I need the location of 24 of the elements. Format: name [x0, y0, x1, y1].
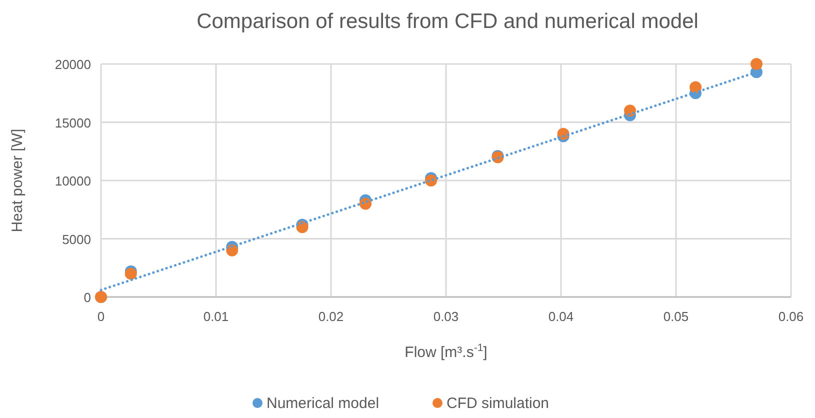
point	[296, 221, 308, 234]
chart-title: Comparison of results from CFD and numerical model	[196, 10, 698, 33]
x-axis-title: Flow [m³.s$^{-1}$]	[404, 342, 488, 361]
x-tick-label: 0.01	[203, 309, 229, 324]
x-tick-label: 0.02	[318, 309, 344, 324]
point	[624, 104, 636, 117]
x-tick-label: 0.04	[548, 309, 574, 324]
x-tick-label: 0.06	[778, 309, 804, 324]
y-tick-label: 20000	[54, 57, 91, 72]
x-tick-label: 0.03	[433, 309, 459, 324]
y-tick-label: 0	[84, 290, 91, 305]
point	[360, 198, 372, 210]
y-tick-label: 5000	[62, 232, 91, 247]
legend-label: CFD simulation	[446, 395, 550, 412]
x-tick-label: 0.05	[663, 309, 689, 324]
y-tick-label: 10000	[54, 174, 91, 188]
y-tick-label: 15000	[54, 115, 91, 130]
legend-label: Numerical model	[266, 395, 380, 412]
point	[124, 268, 137, 280]
point	[226, 244, 238, 256]
y-axis-title: Heat power [W]	[9, 128, 26, 232]
point	[690, 81, 702, 94]
point	[750, 58, 762, 70]
x-tick-label: 0	[97, 309, 105, 324]
